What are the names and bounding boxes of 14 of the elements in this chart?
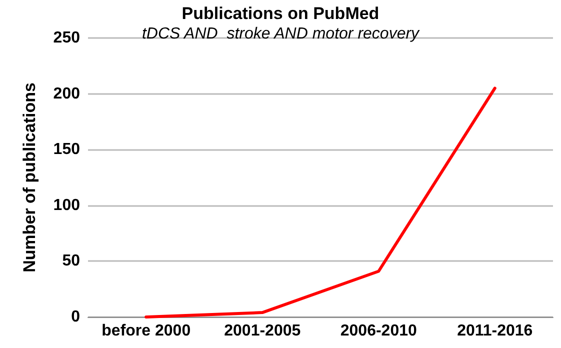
y-tick-label: 100 bbox=[53, 196, 80, 214]
y-tick-label: 0 bbox=[71, 308, 80, 326]
y-tick-label: 200 bbox=[53, 85, 80, 102]
x-tick-label: 2006-2010 bbox=[340, 322, 417, 340]
x-tick-label: before 2000 bbox=[102, 322, 191, 340]
x-tick-label: 2011-2016 bbox=[457, 322, 533, 340]
y-axis-title: Number of publications bbox=[20, 82, 39, 272]
chart-title: Publications on PubMed bbox=[182, 4, 380, 23]
y-tick-label: 250 bbox=[53, 30, 80, 46]
line-series bbox=[144, 86, 496, 318]
y-tick-label: 150 bbox=[53, 141, 80, 158]
y-tick-label: 50 bbox=[62, 252, 80, 270]
chart-subtitle: tDCS AND stroke AND motor recovery bbox=[142, 26, 420, 42]
x-tick-label: 2001-2005 bbox=[224, 322, 301, 340]
